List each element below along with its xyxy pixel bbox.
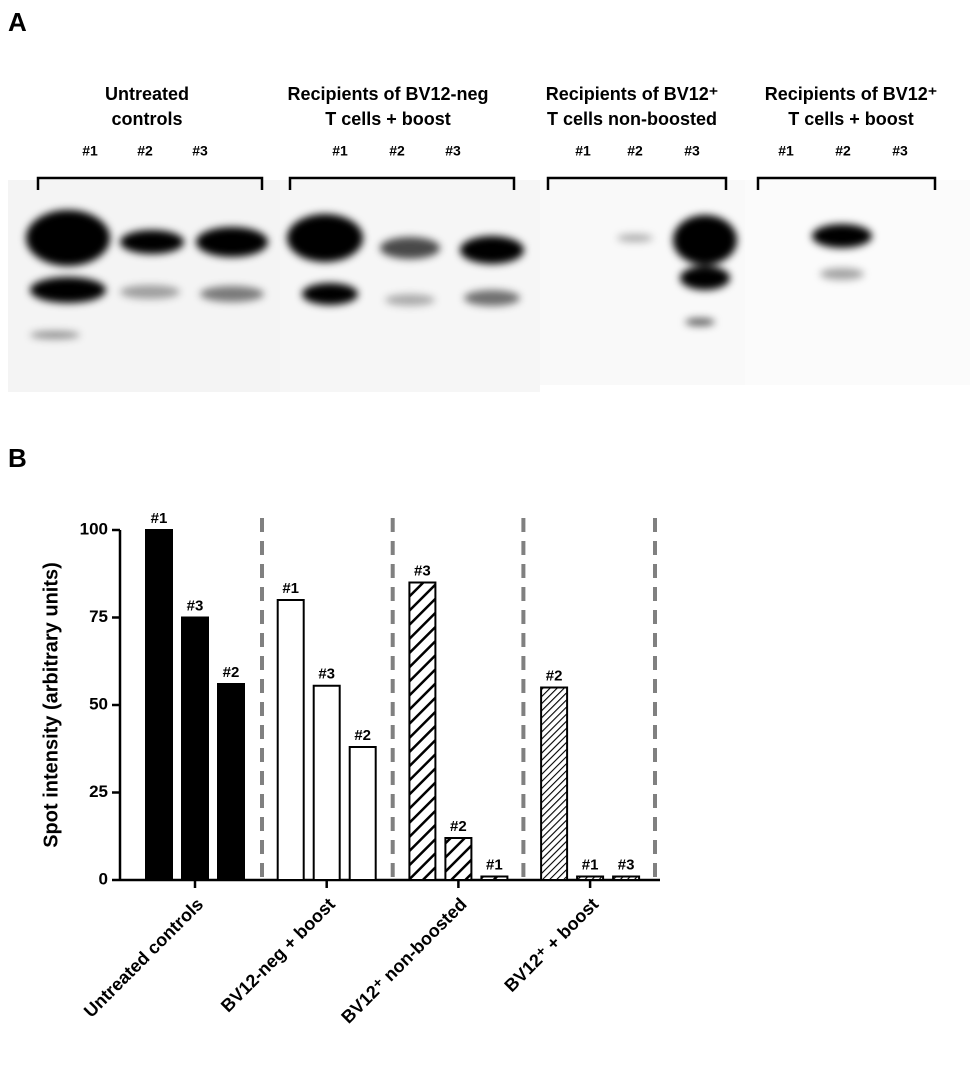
- bar: [480, 875, 509, 881]
- group-title: Recipients of BV12⁺: [765, 84, 938, 104]
- lane-label: #2: [835, 143, 851, 159]
- bar-label: #2: [546, 667, 563, 684]
- group-title: T cells + boost: [325, 109, 451, 129]
- group-title: controls: [111, 109, 182, 129]
- bar-label: #3: [618, 856, 635, 873]
- y-axis-label: Spot intensity (arbitrary units): [40, 562, 62, 848]
- bar-label: #3: [414, 562, 431, 579]
- bracket: [546, 176, 728, 190]
- bar-label: #1: [582, 856, 599, 873]
- bar-label: #3: [318, 666, 335, 683]
- y-tick-label: 100: [80, 519, 108, 538]
- group-title: Recipients of BV12⁺: [546, 84, 719, 104]
- bar: [181, 616, 209, 881]
- group-title: T cells + boost: [788, 109, 914, 129]
- y-tick-label: 0: [99, 869, 108, 888]
- lane-label: #3: [192, 143, 208, 159]
- lane-label: #3: [684, 143, 700, 159]
- group-title: T cells non-boosted: [547, 109, 717, 129]
- group-title: Recipients of BV12-neg: [287, 84, 488, 104]
- bracket: [756, 176, 937, 190]
- bar-label: #1: [486, 856, 503, 873]
- bar-label: #1: [282, 580, 299, 597]
- lane-label: #1: [575, 143, 591, 159]
- bar-label: #1: [151, 510, 168, 527]
- group-title: Untreated: [105, 84, 189, 104]
- y-tick-label: 75: [89, 607, 108, 626]
- bar-label: #2: [450, 818, 467, 835]
- bar: [348, 746, 377, 881]
- x-tick-label: BV12-neg + boost: [217, 894, 339, 1016]
- bar: [145, 529, 173, 881]
- bar: [576, 875, 605, 881]
- panel-label: B: [8, 443, 27, 473]
- x-tick-label: BV12⁺ + boost: [500, 894, 602, 996]
- lane-label: #2: [137, 143, 153, 159]
- bar-label: #2: [223, 664, 240, 681]
- y-tick-label: 25: [89, 782, 108, 801]
- lane-label: #1: [778, 143, 794, 159]
- x-tick-label: BV12⁺ non-boosted: [337, 894, 470, 1027]
- bar: [276, 599, 305, 881]
- lane-label: #3: [445, 143, 461, 159]
- lane-label: #3: [892, 143, 908, 159]
- x-tick-label: Untreated controls: [80, 894, 207, 1021]
- bar: [612, 875, 641, 881]
- lane-label: #2: [627, 143, 643, 159]
- bar-label: #2: [354, 727, 371, 744]
- bar: [408, 581, 437, 881]
- panel-label: A: [8, 7, 27, 37]
- bar: [444, 837, 473, 881]
- bar-label: #3: [187, 597, 204, 614]
- bar: [217, 683, 245, 881]
- blot: [8, 180, 970, 392]
- bar: [312, 684, 341, 881]
- bar: [540, 686, 569, 881]
- bracket: [36, 176, 264, 190]
- lane-label: #2: [389, 143, 405, 159]
- bracket: [288, 176, 516, 190]
- lane-label: #1: [332, 143, 348, 159]
- y-tick-label: 50: [89, 694, 108, 713]
- lane-label: #1: [82, 143, 98, 159]
